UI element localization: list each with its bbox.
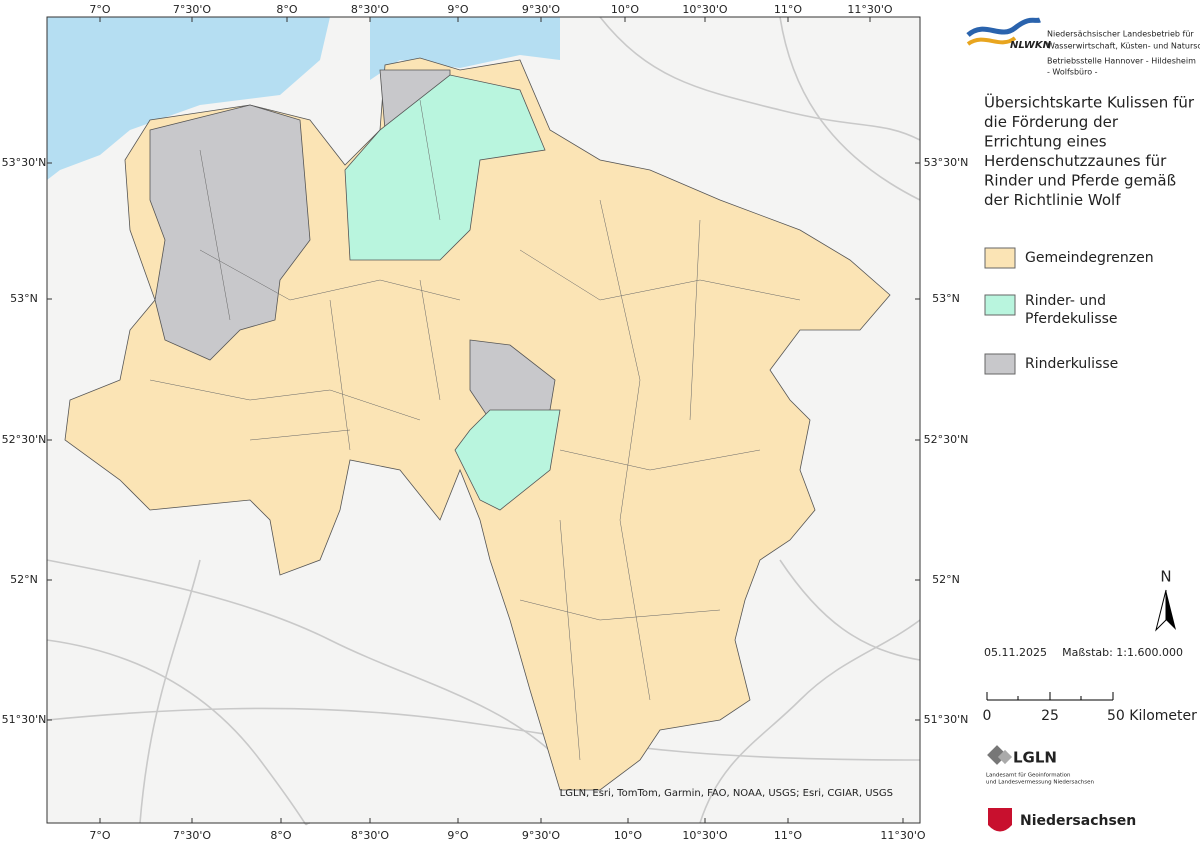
logo-shape bbox=[997, 749, 1013, 765]
latitude-label: 52°30'N bbox=[924, 433, 969, 446]
longitude-label: 8°O bbox=[270, 829, 291, 842]
scale-label: 50 Kilometer bbox=[1107, 708, 1197, 724]
legend-label: Rinderkulisse bbox=[1025, 356, 1118, 372]
latitude-label: 53°N bbox=[932, 292, 960, 305]
legend-swatch bbox=[984, 247, 1016, 269]
longitude-label: 9°O bbox=[447, 829, 468, 842]
longitude-label: 7°O bbox=[89, 829, 110, 842]
organization-line: Betriebsstelle Hannover - Hildesheim bbox=[1047, 57, 1196, 66]
date: 05.11.2025 bbox=[984, 646, 1047, 659]
longitude-label: 7°30'O bbox=[173, 3, 212, 16]
latitude-label: 53°N bbox=[10, 292, 38, 305]
scale-label: 25 bbox=[1041, 708, 1059, 724]
longitude-label: 9°30'O bbox=[522, 3, 561, 16]
logo-wave bbox=[966, 36, 1017, 46]
cattle-horse-zone bbox=[344, 74, 546, 261]
road bbox=[46, 639, 311, 826]
longitude-label: 11°30'O bbox=[880, 829, 926, 842]
organization-line: - Wolfsbüro - bbox=[1047, 68, 1098, 77]
map-frame bbox=[46, 16, 921, 824]
sea bbox=[370, 17, 560, 80]
lgln-subtitle-line: und Landesvermessung Niedersachsen bbox=[986, 780, 1095, 786]
logo-wave bbox=[966, 17, 1041, 38]
scale: Maßstab: 1:1.600.000 bbox=[1062, 646, 1183, 659]
latitude-label: 53°30'N bbox=[924, 156, 969, 169]
lgln-logo: LGLN bbox=[987, 745, 1057, 767]
longitude-label: 8°30'O bbox=[351, 829, 390, 842]
longitude-label: 7°O bbox=[89, 3, 110, 16]
road bbox=[779, 559, 921, 661]
scale-label: 0 bbox=[983, 708, 992, 724]
legend: Gemeindegrenzen Rinder- und Pferdekulisse R… bbox=[984, 247, 1154, 375]
latitude-label: 53°30'N bbox=[2, 156, 47, 169]
legend-swatch bbox=[984, 353, 1016, 375]
legend-label: Pferdekulisse bbox=[1025, 311, 1118, 327]
road bbox=[699, 619, 921, 824]
longitude-label: 10°O bbox=[614, 829, 642, 842]
roads bbox=[46, 16, 921, 826]
logo-text: NLWKN bbox=[1010, 40, 1052, 51]
title-line: Errichtung eines bbox=[984, 133, 1107, 151]
road bbox=[139, 559, 201, 824]
north-label: N bbox=[1160, 568, 1171, 586]
longitude-label: 11°O bbox=[774, 3, 802, 16]
road bbox=[599, 16, 921, 141]
lgln-text: LGLN bbox=[1013, 749, 1057, 767]
north-arrow bbox=[1166, 590, 1176, 630]
longitude-label: 8°O bbox=[276, 3, 297, 16]
legend-label: Rinder- und bbox=[1025, 293, 1106, 309]
longitude-label: 7°30'O bbox=[173, 829, 212, 842]
latitude-label: 51°30'N bbox=[2, 713, 47, 726]
organization: Niedersächsischer Landesbetrieb für Wasse… bbox=[1047, 30, 1200, 77]
cattle-zone bbox=[149, 104, 311, 361]
legend-label: Gemeindegrenzen bbox=[1025, 250, 1154, 266]
title-line: Herdenschutzzaunes für bbox=[984, 152, 1167, 170]
latitude-label: 52°30'N bbox=[2, 433, 47, 446]
longitude-label: 11°30'O bbox=[847, 3, 893, 16]
road bbox=[46, 707, 921, 761]
longitude-label: 10°30'O bbox=[682, 3, 728, 16]
attribution: LGLN, Esri, TomTom, Garmin, FAO, NOAA, U… bbox=[560, 788, 893, 799]
north-arrow bbox=[1155, 589, 1167, 632]
title-line: Übersichtskarte Kulissen für bbox=[984, 93, 1195, 112]
graticule: 7°O 7°O 7°30'O 7°30'O 8°O 8°O 8°30'O 8°30'O 9°O 9… bbox=[2, 3, 969, 842]
state-name: Niedersachsen bbox=[1020, 813, 1136, 829]
state-crest bbox=[988, 808, 1012, 832]
longitude-label: 8°30'O bbox=[351, 3, 390, 16]
latitude-label: 52°N bbox=[932, 573, 960, 586]
municipality-borders bbox=[149, 99, 801, 761]
border bbox=[149, 99, 801, 761]
road bbox=[46, 559, 561, 761]
title-line: der Richtlinie Wolf bbox=[984, 191, 1121, 209]
scale-labels: 0 25 50 Kilometer bbox=[983, 708, 1198, 724]
scale-bar bbox=[986, 692, 1114, 701]
title-line: Rinder und Pferde gemäß bbox=[984, 172, 1176, 190]
latitude-label: 52°N bbox=[10, 573, 38, 586]
longitude-label: 10°30'O bbox=[682, 829, 728, 842]
latitude-label: 51°30'N bbox=[924, 713, 969, 726]
longitude-label: 10°O bbox=[611, 3, 639, 16]
title-line: die Förderung der bbox=[984, 113, 1119, 131]
sea bbox=[47, 17, 330, 180]
organization-line: Niedersächsischer Landesbetrieb für bbox=[1047, 30, 1194, 39]
road bbox=[779, 16, 921, 201]
longitude-label: 11°O bbox=[774, 829, 802, 842]
lgln-subtitle-line: Landesamt für Geoinformation bbox=[986, 773, 1071, 779]
nlwkn-logo: NLWKN bbox=[966, 17, 1052, 51]
cattle-horse-zone bbox=[454, 409, 561, 511]
longitude-label: 9°30'O bbox=[522, 829, 561, 842]
legend-swatch bbox=[984, 294, 1016, 316]
longitude-label: 9°O bbox=[447, 3, 468, 16]
organization-line: Wasserwirtschaft, Küsten- und Naturschut… bbox=[1047, 42, 1200, 51]
